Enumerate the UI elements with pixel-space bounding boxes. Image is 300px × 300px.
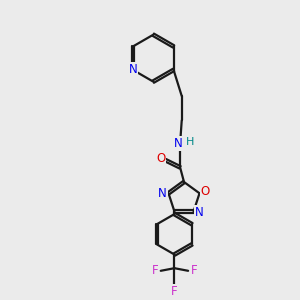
Text: H: H xyxy=(186,137,195,147)
Text: F: F xyxy=(191,264,197,277)
Text: F: F xyxy=(171,284,178,298)
Text: O: O xyxy=(156,152,165,165)
Text: O: O xyxy=(201,185,210,199)
Text: N: N xyxy=(173,137,182,150)
Text: N: N xyxy=(195,206,204,219)
Text: N: N xyxy=(158,188,167,200)
Text: N: N xyxy=(129,63,137,76)
Text: F: F xyxy=(152,264,158,277)
